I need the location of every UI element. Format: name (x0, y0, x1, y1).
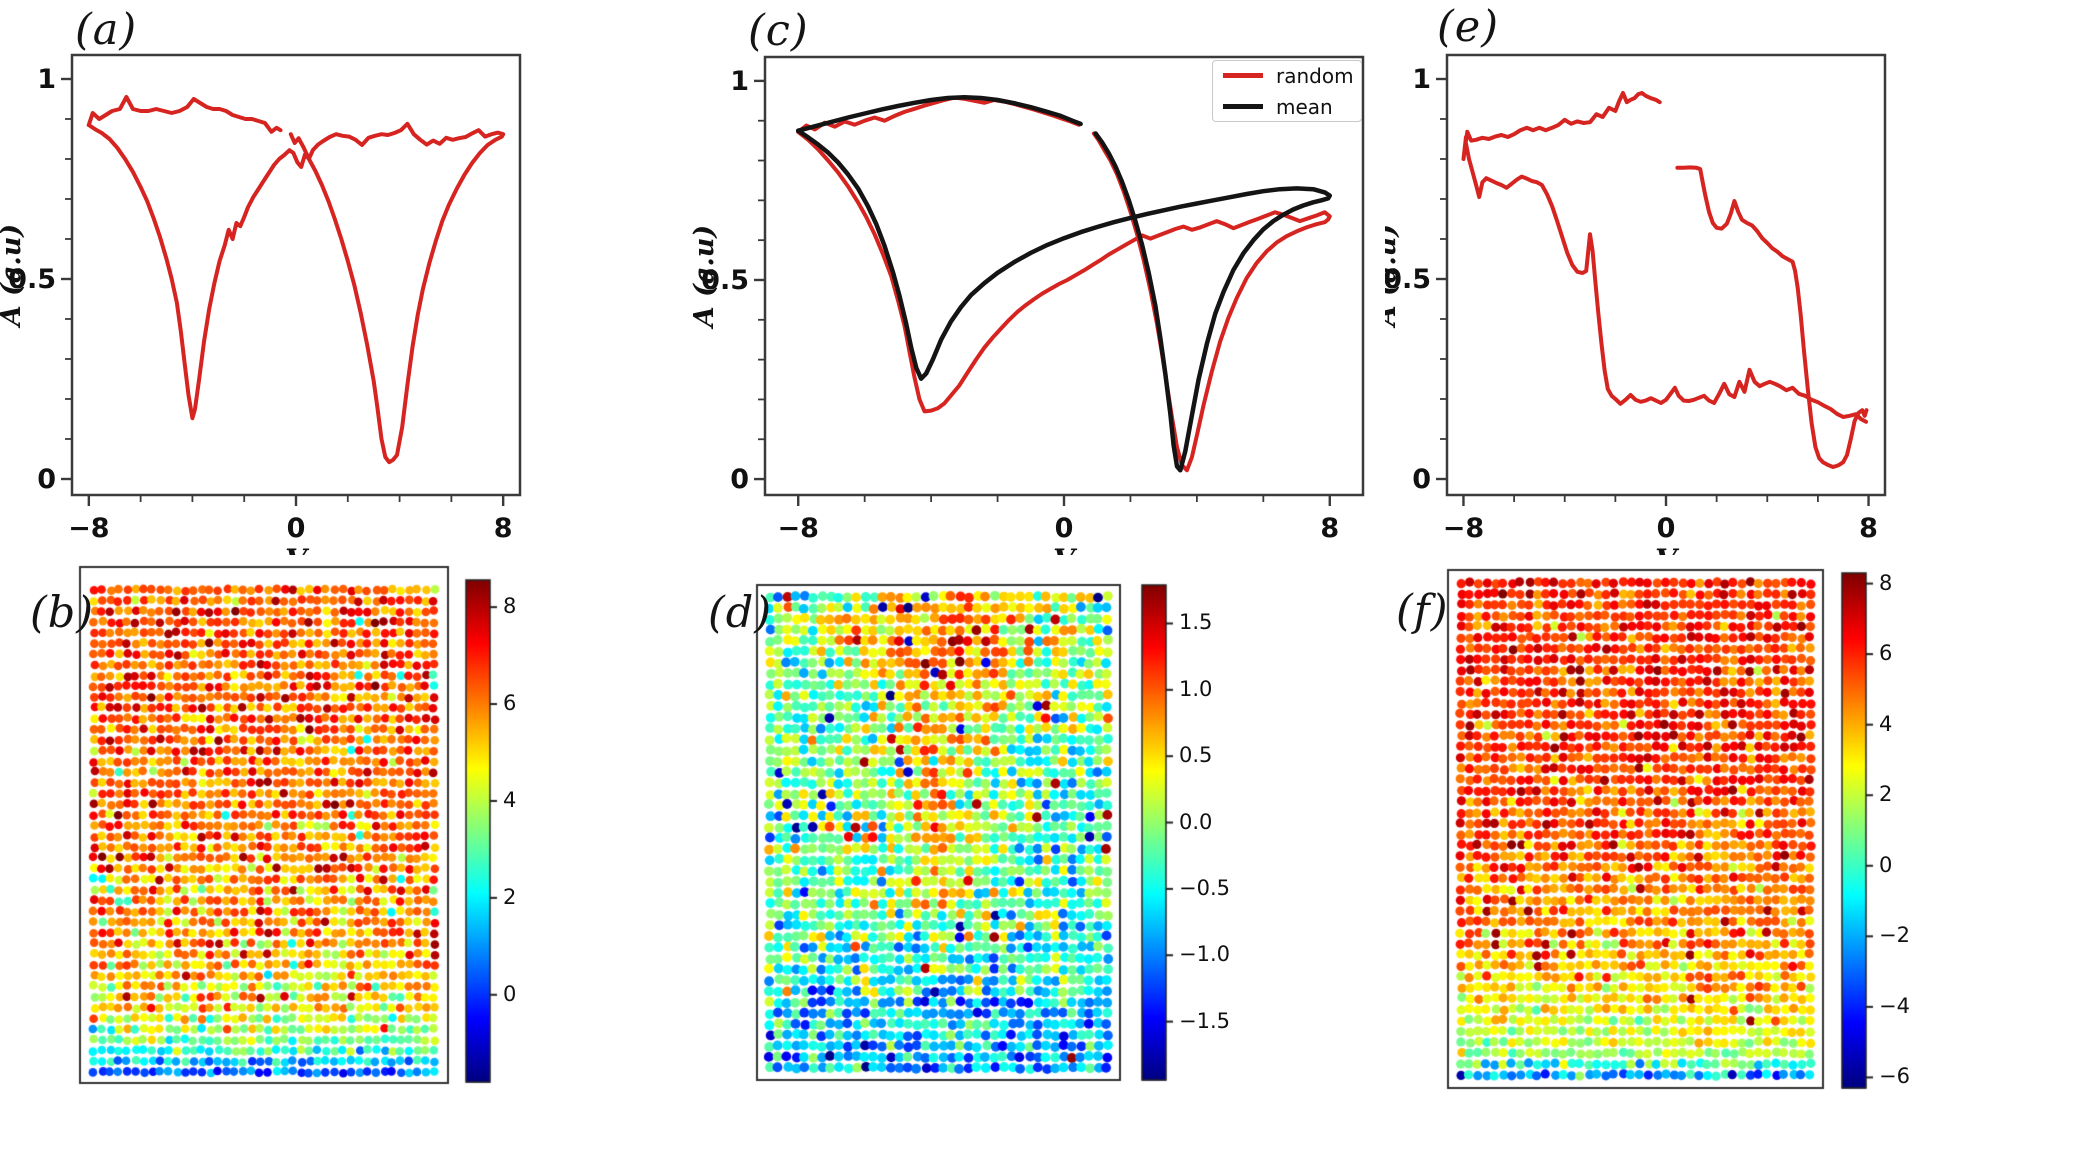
panel-f: (f) 8 6 4 2 0 −2 −4 −6 (1380, 555, 2075, 1152)
svg-text:0.5: 0.5 (1385, 264, 1431, 295)
legend-item-mean: mean (1223, 95, 1351, 119)
colorbar-tick-label: 0 (503, 981, 517, 1006)
colorbar-tick-label: 6 (1879, 641, 1893, 666)
svg-text:0: 0 (287, 513, 306, 544)
plot-svg-e: −8 0 8 0 0.5 1 V A (a.u) (1385, 53, 1887, 555)
panel-a: (a) −8 0 8 0 0.5 1 V A (a.u) (0, 0, 690, 555)
series-amplitude-loop (1675, 165, 1869, 469)
panel-letter-f: (f) (1396, 586, 1449, 636)
series-mean (795, 94, 1083, 133)
panel-b: (b) 8 6 4 2 0 (0, 555, 690, 1152)
panel-c: (c) −8 0 8 0 0.5 1 V A (a.u) random mean (690, 0, 1385, 555)
series-random (796, 95, 1081, 134)
colorbar-tick-label: −4 (1879, 993, 1910, 1018)
series-amplitude-loop (86, 121, 506, 465)
colorbar-tick-label: −6 (1879, 1064, 1910, 1089)
svg-text:1: 1 (1412, 64, 1431, 95)
colorbar-tick-label: 4 (1879, 711, 1893, 736)
plot-svg-c: −8 0 8 0 0.5 1 V A (a.u) (690, 55, 1365, 555)
heatmap-canvas-b (0, 555, 690, 1152)
panel-letter-b: (b) (30, 588, 95, 638)
legend: random mean (1212, 60, 1362, 122)
svg-text:0.5: 0.5 (701, 265, 749, 296)
colorbar-tick-label: 0 (1879, 852, 1893, 877)
svg-text:0: 0 (1055, 513, 1074, 544)
colorbar-tick-label: −1.5 (1179, 1008, 1230, 1033)
colorbar-tick-label: −0.5 (1179, 875, 1230, 900)
svg-text:0.5: 0.5 (8, 264, 56, 295)
legend-swatch-random-icon (1223, 73, 1263, 78)
svg-text:A (a.u): A (a.u) (690, 225, 720, 330)
svg-text:−8: −8 (1443, 513, 1484, 544)
colorbar-tick-label: 1.5 (1179, 610, 1213, 635)
colorbar-tick-label: 8 (1879, 570, 1893, 595)
colorbar-tick-label: −1.0 (1179, 942, 1230, 967)
panel-letter-d: (d) (708, 588, 773, 638)
colorbar-tick-label: 0.0 (1179, 809, 1213, 834)
svg-text:8: 8 (1320, 513, 1339, 544)
colorbar-tick-label: 0.5 (1179, 743, 1213, 768)
svg-text:V: V (285, 543, 310, 555)
svg-text:1: 1 (730, 66, 749, 97)
panel-e: (e) −8 0 8 0 0.5 1 V A (a.u) (1385, 0, 2075, 555)
legend-swatch-mean-icon (1223, 104, 1263, 109)
colorbar-tick-label: 1.0 (1179, 676, 1213, 701)
legend-label-mean: mean (1276, 94, 1333, 119)
svg-text:0: 0 (37, 464, 56, 495)
series-amplitude-loop (86, 95, 283, 134)
svg-text:A (a.u): A (a.u) (0, 224, 27, 329)
colorbar-tick-label: 2 (503, 884, 517, 909)
svg-text:V: V (1053, 543, 1078, 555)
series-amplitude-loop (1461, 91, 1662, 161)
svg-text:1: 1 (37, 64, 56, 95)
colorbar-tick-label: 8 (503, 594, 517, 619)
svg-text:8: 8 (494, 513, 513, 544)
svg-text:V: V (1655, 543, 1680, 555)
panel-letter-e: (e) (1437, 2, 1499, 52)
legend-item-random: random (1223, 63, 1354, 88)
svg-text:0: 0 (1412, 464, 1431, 495)
series-mean (795, 128, 1333, 473)
panel-letter-c: (c) (748, 6, 809, 56)
colorbar-tick-label: 6 (503, 691, 517, 716)
svg-text:−8: −8 (778, 513, 819, 544)
series-amplitude-loop (1464, 141, 1868, 424)
plot-svg-a: −8 0 8 0 0.5 1 V A (a.u) (0, 53, 522, 555)
colorbar-tick-label: −2 (1879, 923, 1910, 948)
svg-text:0: 0 (730, 464, 749, 495)
colorbar-tick-label: 4 (503, 787, 517, 812)
legend-label-random: random (1276, 63, 1354, 88)
svg-text:0: 0 (1657, 513, 1676, 544)
panel-d: (d) 1.5 1.0 0.5 0.0 −0.5 −1.0 −1.5 (690, 555, 1382, 1152)
series-random (796, 129, 1332, 473)
colorbar-tick-label: 2 (1879, 782, 1893, 807)
svg-text:A (a.u): A (a.u) (1385, 224, 1402, 329)
svg-text:8: 8 (1859, 513, 1878, 544)
panel-letter-a: (a) (75, 5, 138, 55)
svg-text:−8: −8 (68, 513, 109, 544)
heatmap-canvas-f (1380, 555, 2075, 1152)
heatmap-canvas-d (690, 555, 1382, 1152)
